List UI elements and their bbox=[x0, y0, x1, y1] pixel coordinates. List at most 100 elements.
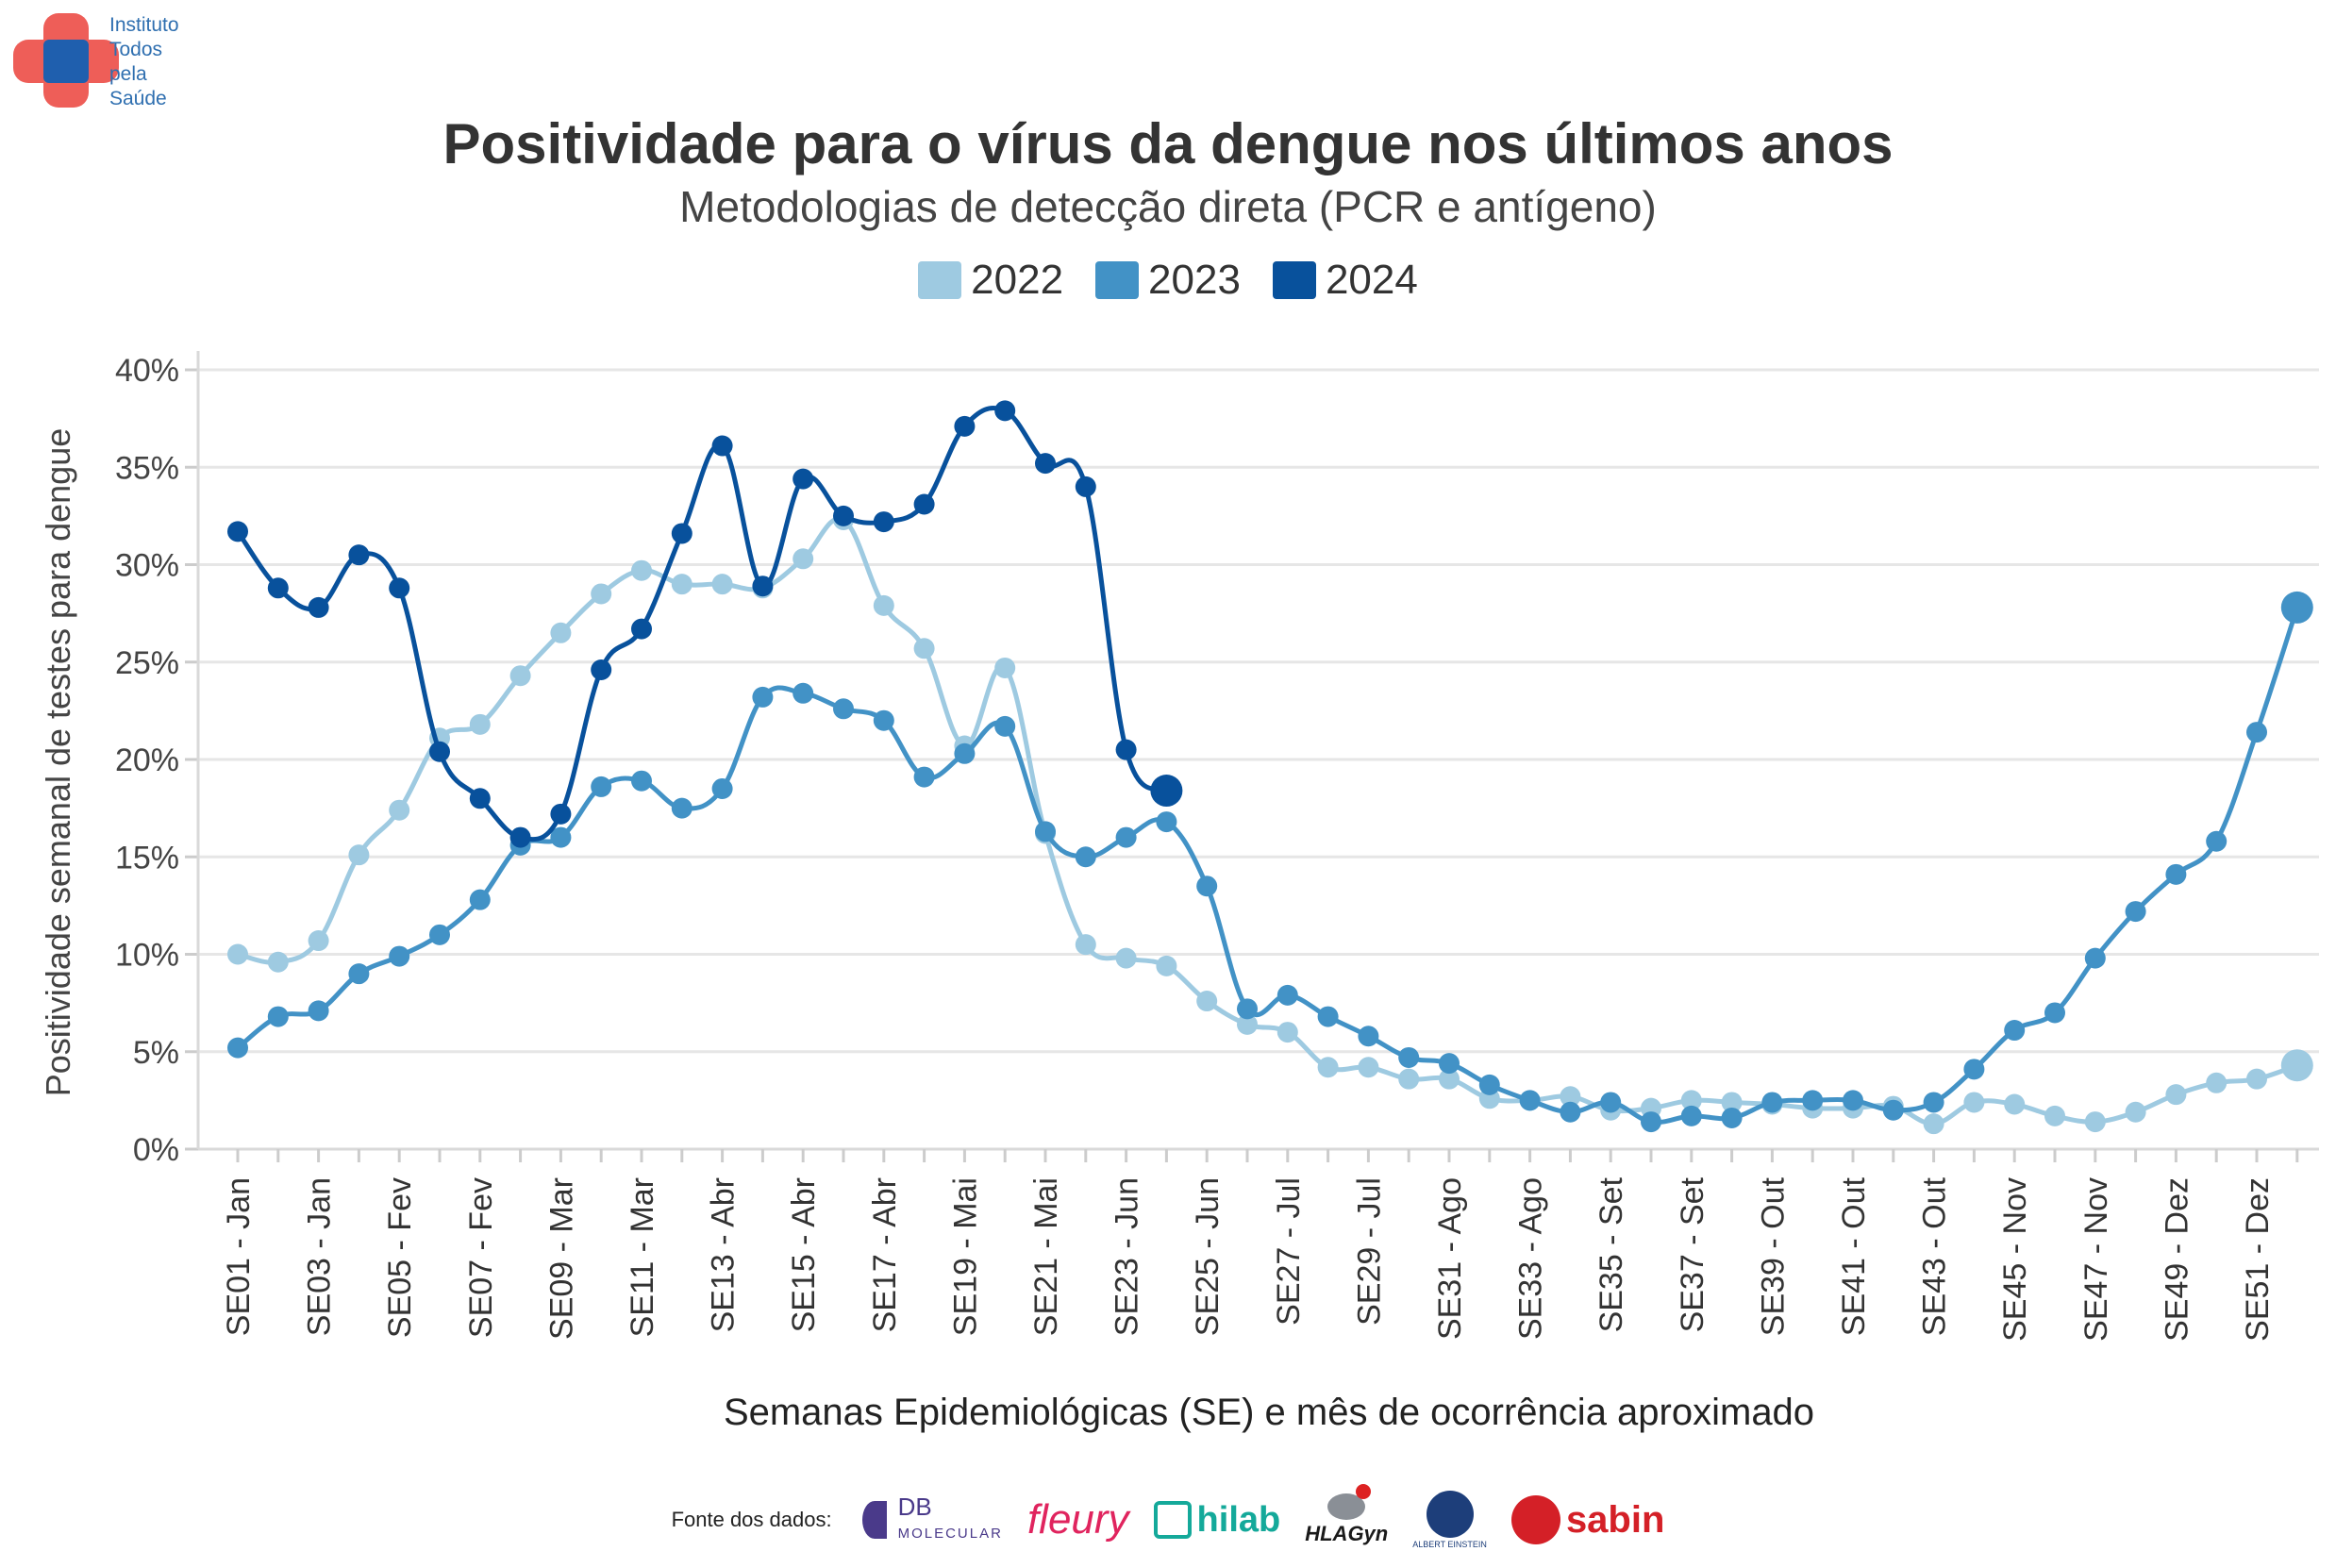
data-point-2023 bbox=[227, 1037, 248, 1059]
x-tick-label: SE51 - Dez bbox=[2240, 1177, 2276, 1342]
sabin-logo: sabin bbox=[1510, 1495, 1665, 1544]
data-point-2024 bbox=[550, 803, 572, 825]
organization-name: Instituto Todos pela Saúde bbox=[109, 13, 179, 111]
data-point-2023 bbox=[1237, 998, 1258, 1020]
data-point-2022 bbox=[1923, 1113, 1944, 1135]
series-line-2023 bbox=[235, 605, 2300, 1126]
chart-legend: 2022 2023 2024 bbox=[0, 257, 2336, 304]
data-point-2023 bbox=[1560, 1101, 1581, 1123]
data-point-2024 bbox=[752, 575, 774, 597]
x-tick-label: SE33 - Ago bbox=[1513, 1177, 1549, 1340]
series-2022 bbox=[227, 509, 2313, 1135]
legend-label-2024: 2024 bbox=[1325, 257, 1418, 303]
hilab-logo: hilab bbox=[1153, 1500, 1280, 1541]
data-point-2023 bbox=[1035, 821, 1056, 842]
data-point-2024 bbox=[509, 826, 531, 848]
data-point-2022 bbox=[671, 574, 692, 595]
data-point-2022 bbox=[267, 951, 289, 973]
hlagyn-text: HLAGyn bbox=[1305, 1522, 1389, 1545]
data-point-2023 bbox=[348, 963, 370, 985]
data-point-2022 bbox=[1721, 1092, 1743, 1113]
x-tick-label: SE49 - Dez bbox=[2159, 1177, 2194, 1342]
x-tick-label: SE13 - Abr bbox=[706, 1177, 742, 1332]
data-point-2022 bbox=[1156, 955, 1177, 976]
data-point-2023 bbox=[1680, 1105, 1702, 1126]
data-point-2022 bbox=[2125, 1101, 2146, 1123]
x-tick-label: SE11 - Mar bbox=[625, 1177, 660, 1337]
data-point-2023 bbox=[2165, 863, 2187, 885]
data-point-2022 bbox=[1237, 1013, 1258, 1035]
data-point-2022 bbox=[389, 799, 410, 821]
data-point-2022 bbox=[1115, 947, 1137, 969]
data-point-2022 bbox=[1439, 1068, 1460, 1090]
db-molecular-text-bottom: MOLECULAR bbox=[897, 1525, 1003, 1542]
data-point-2023 bbox=[954, 742, 976, 764]
data-point-2023 bbox=[1317, 1006, 1339, 1027]
x-tick-label: SE25 - Jun bbox=[1190, 1177, 1226, 1336]
y-tick-label: 10% bbox=[115, 938, 179, 974]
db-molecular-mark-icon bbox=[861, 1501, 887, 1539]
data-point-2023 bbox=[671, 797, 692, 819]
data-point-2022 bbox=[793, 548, 814, 570]
data-point-2023 bbox=[913, 766, 935, 788]
data-point-2023 bbox=[1519, 1090, 1541, 1111]
data-point-2022 bbox=[1358, 1057, 1379, 1078]
data-point-2024 bbox=[711, 435, 733, 457]
data-point-2022 bbox=[1398, 1068, 1420, 1090]
data-point-2023 bbox=[1478, 1074, 1500, 1095]
data-point-2023 bbox=[793, 682, 814, 704]
sabin-text: sabin bbox=[1565, 1498, 1665, 1541]
data-point-2022 bbox=[591, 583, 612, 605]
data-point-2023 bbox=[2125, 901, 2146, 923]
data-point-2023 bbox=[1439, 1053, 1460, 1075]
data-point-2022 bbox=[509, 665, 531, 687]
data-point-2024 bbox=[793, 468, 814, 490]
data-point-2024 bbox=[954, 415, 976, 437]
legend-swatch-2023 bbox=[1095, 261, 1140, 299]
data-point-2022 bbox=[2206, 1072, 2228, 1093]
y-tick-label: 35% bbox=[115, 450, 179, 486]
legend-item-2022: 2022 bbox=[918, 257, 1063, 304]
data-point-2022 bbox=[2084, 1111, 2106, 1133]
data-point-2022 bbox=[711, 574, 733, 595]
x-tick-label: SE41 - Out bbox=[1836, 1176, 1872, 1336]
x-tick-label: SE31 - Ago bbox=[1432, 1177, 1468, 1340]
x-tick-label: SE03 - Jan bbox=[302, 1177, 338, 1336]
x-axis-label: Semanas Epidemiológicas (SE) e mês de oc… bbox=[724, 1392, 1814, 1433]
x-tick-label: SE43 - Out bbox=[1917, 1176, 1953, 1336]
data-point-2024 bbox=[267, 577, 289, 599]
data-point-2023 bbox=[2044, 1002, 2065, 1024]
x-tick-label: SE45 - Nov bbox=[1997, 1177, 2033, 1342]
org-name-line: Instituto bbox=[109, 14, 179, 36]
data-point-2022 bbox=[308, 930, 329, 952]
data-point-2023 bbox=[1802, 1090, 1824, 1111]
data-point-2024 bbox=[833, 505, 854, 526]
data-point-2023 bbox=[550, 826, 572, 848]
db-molecular-logo: DB MOLECULAR bbox=[861, 1494, 1003, 1545]
data-point-2022 bbox=[1963, 1092, 1985, 1113]
x-tick-label: SE17 - Abr bbox=[867, 1177, 903, 1332]
data-point-2023 bbox=[267, 1006, 289, 1027]
x-tick-label: SE27 - Jul bbox=[1271, 1177, 1307, 1326]
series-2024 bbox=[227, 400, 1183, 848]
chart-title: Positividade para o vírus da dengue nos … bbox=[442, 112, 1894, 175]
data-point-2022 bbox=[913, 638, 935, 659]
x-tick-label: SE15 - Abr bbox=[786, 1177, 822, 1332]
data-point-2022 bbox=[469, 713, 491, 735]
data-point-2023 bbox=[1761, 1092, 1783, 1113]
data-point-2023 bbox=[1882, 1099, 1904, 1121]
data-point-2024 bbox=[348, 544, 370, 566]
data-point-2023 bbox=[1721, 1107, 1743, 1128]
series-line-2022 bbox=[235, 516, 2300, 1126]
data-point-2022 bbox=[1196, 991, 1218, 1012]
data-point-2024 bbox=[994, 400, 1016, 422]
hilab-mark-icon bbox=[1153, 1501, 1192, 1539]
data-point-2023 bbox=[1196, 876, 1218, 897]
data-point-2024 bbox=[1035, 453, 1056, 475]
data-point-2022 bbox=[2004, 1093, 2026, 1115]
data-point-2022 bbox=[348, 844, 370, 866]
org-name-line: pela bbox=[109, 63, 147, 85]
sabin-drop-icon bbox=[1510, 1495, 1560, 1544]
x-tick-label: SE07 - Fev bbox=[463, 1177, 499, 1338]
axis-layer: 0% 5% 10% 15% 20% 25% 30% 35% 40% SE01 - Jan SE03 … bbox=[115, 351, 2319, 1342]
